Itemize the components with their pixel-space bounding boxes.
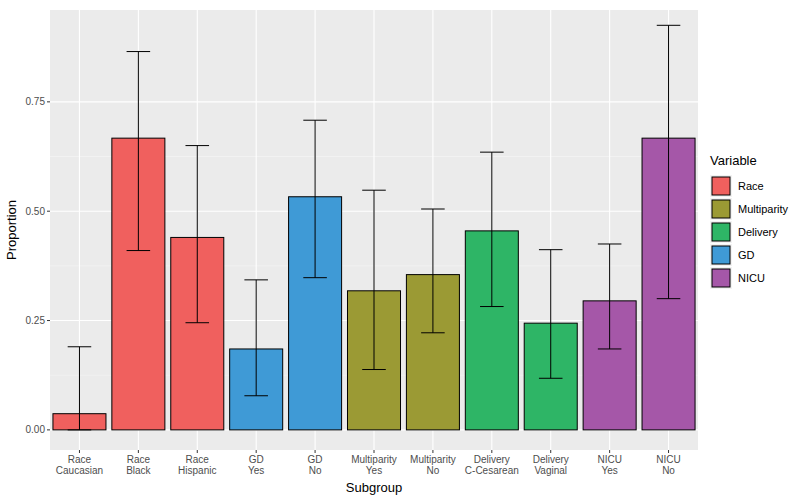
legend-key [712, 223, 730, 241]
x-tick-label-line: GD [249, 454, 264, 465]
x-tick-label-line: Yes [248, 465, 264, 476]
legend-label: Race [738, 180, 764, 192]
x-tick-label-line: Multiparity [410, 454, 456, 465]
legend-key-bg [710, 244, 732, 266]
x-tick [550, 450, 551, 453]
x-tick-label-line: Black [126, 465, 151, 476]
x-tick-label-line: Yes [366, 465, 382, 476]
legend-key [712, 177, 730, 195]
x-tick-label: DeliveryC-Cesarean [465, 454, 519, 476]
y-tick-label: 0.00 [26, 424, 46, 435]
chart: 0.000.250.500.75RaceCaucasianRaceBlackRa… [0, 0, 800, 499]
legend-title: Variable [710, 153, 757, 168]
x-tick [491, 450, 492, 453]
error-bar [362, 190, 386, 369]
error-bar [303, 120, 327, 277]
x-tick-label-line: No [662, 465, 675, 476]
x-tick-label-line: Multiparity [351, 454, 397, 465]
error-bar [421, 209, 445, 333]
error-bar [598, 244, 622, 349]
x-tick-label: NICUNo [656, 454, 680, 476]
x-tick-label: RaceBlack [126, 454, 151, 476]
legend-label: Multiparity [738, 203, 789, 215]
marks [53, 25, 695, 430]
x-tick-label: RaceHispanic [178, 454, 216, 476]
legend-label: NICU [738, 272, 765, 284]
y-tick-label: 0.50 [26, 206, 46, 217]
legend-label: Delivery [738, 226, 778, 238]
y-tick [47, 211, 50, 212]
x-tick-label: RaceCaucasian [56, 454, 103, 476]
x-tick-label-line: NICU [597, 454, 621, 465]
y-axis-title: Proportion [4, 200, 19, 260]
x-tick-label-line: C-Cesarean [465, 465, 519, 476]
x-tick-label-line: GD [308, 454, 323, 465]
x-tick-label-line: Race [186, 454, 210, 465]
x-tick [138, 450, 139, 453]
x-tick [197, 450, 198, 453]
x-tick [315, 450, 316, 453]
x-tick [374, 450, 375, 453]
y-tick [47, 429, 50, 430]
x-tick [609, 450, 610, 453]
y-tick-label: 0.75 [26, 96, 46, 107]
x-tick [79, 450, 80, 453]
x-tick-label-line: Yes [601, 465, 617, 476]
legend-key-bg [710, 267, 732, 289]
x-tick-label-line: Vaginal [534, 465, 567, 476]
legend-label: GD [738, 249, 755, 261]
y-tick [47, 320, 50, 321]
error-bar [244, 280, 268, 396]
y-tick [47, 101, 50, 102]
legend-key-bg [710, 175, 732, 197]
x-tick-label: MultiparityYes [351, 454, 397, 476]
x-tick [432, 450, 433, 453]
x-tick-label-line: Delivery [533, 454, 569, 465]
legend-key-bg [710, 221, 732, 243]
x-tick-label-line: Caucasian [56, 465, 103, 476]
x-tick-label-line: Hispanic [178, 465, 216, 476]
y-tick-label: 0.25 [26, 315, 46, 326]
error-bar [127, 52, 151, 251]
x-tick-label: GDNo [308, 454, 323, 476]
error-bar [185, 146, 209, 323]
x-tick-label-line: No [309, 465, 322, 476]
x-tick-label: MultiparityNo [410, 454, 456, 476]
x-tick-label-line: NICU [656, 454, 680, 465]
x-tick-label-line: Delivery [474, 454, 510, 465]
error-bar [480, 152, 504, 306]
x-tick-label: NICUYes [597, 454, 621, 476]
error-bar [657, 25, 681, 298]
x-tick-label-line: Race [68, 454, 92, 465]
x-tick-label: GDYes [248, 454, 264, 476]
panel [50, 10, 698, 450]
x-axis-title: Subgroup [346, 480, 402, 495]
legend-key-bg [710, 198, 732, 220]
x-tick [668, 450, 669, 453]
legend-key [712, 269, 730, 287]
x-tick [256, 450, 257, 453]
error-bar [68, 347, 92, 430]
legend-key [712, 200, 730, 218]
legend-key [712, 246, 730, 264]
error-bar [539, 250, 563, 379]
x-tick-label-line: Race [127, 454, 151, 465]
x-tick-label-line: No [427, 465, 440, 476]
x-tick-label: DeliveryVaginal [533, 454, 569, 476]
